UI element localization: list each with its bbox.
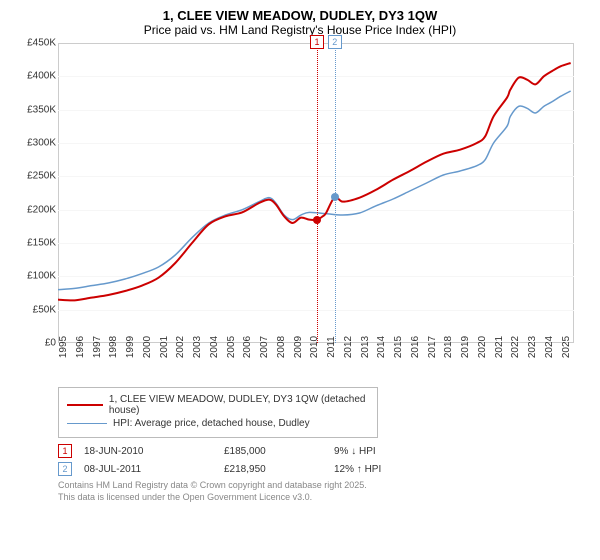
footnote-price: £185,000 [224,446,334,457]
legend-swatch [67,423,107,424]
sale-dot [331,193,339,201]
legend-label: 1, CLEE VIEW MEADOW, DUDLEY, DY3 1QW (de… [109,394,369,416]
chart-area: £0 £50K £100K £150K £200K £250K £300K £350K £400… [16,43,576,383]
attribution-line-1: Contains HM Land Registry data © Crown c… [58,480,590,492]
attribution: Contains HM Land Registry data © Crown c… [58,480,590,503]
blue-series-line [58,91,571,290]
footnote-price: £218,950 [224,464,334,475]
title-line-2: Price paid vs. HM Land Registry's House … [10,23,590,37]
footnote-pct: 9% ↓ HPI [334,446,376,457]
line-plot [58,43,574,343]
attribution-line-2: This data is licensed under the Open Gov… [58,492,590,504]
footnote-row: 2 08-JUL-2011£218,95012% ↑ HPI [58,462,590,476]
legend-item: 1, CLEE VIEW MEADOW, DUDLEY, DY3 1QW (de… [67,394,369,416]
footnote-pct: 12% ↑ HPI [334,464,381,475]
footnote-date: 08-JUL-2011 [84,464,224,475]
footnote-marker: 1 [58,444,72,458]
sale-dot [313,216,321,224]
legend-swatch [67,404,103,406]
sale-marker-line [317,43,318,343]
sale-marker-label: 1 [310,35,324,49]
y-axis-tick-label: £400K [16,71,56,82]
y-axis-tick-label: £450K [16,38,56,49]
sale-marker-label: 2 [328,35,342,49]
y-axis-tick-label: £350K [16,104,56,115]
red-series-line [58,63,571,300]
legend-item: HPI: Average price, detached house, Dudl… [67,418,369,429]
y-axis-tick-label: £300K [16,138,56,149]
legend-label: HPI: Average price, detached house, Dudl… [113,418,310,429]
footnote-row: 1 18-JUN-2010£185,0009% ↓ HPI [58,444,590,458]
y-axis-tick-label: £50K [16,304,56,315]
y-axis-tick-label: £150K [16,238,56,249]
y-axis-tick-label: £0 [16,338,56,349]
title-line-1: 1, CLEE VIEW MEADOW, DUDLEY, DY3 1QW [10,8,590,23]
footnote-date: 18-JUN-2010 [84,446,224,457]
y-axis-tick-label: £200K [16,204,56,215]
footnote-marker: 2 [58,462,72,476]
chart-title: 1, CLEE VIEW MEADOW, DUDLEY, DY3 1QW Pri… [10,8,590,37]
legend: 1, CLEE VIEW MEADOW, DUDLEY, DY3 1QW (de… [58,387,378,438]
y-axis-tick-label: £100K [16,271,56,282]
y-axis-tick-label: £250K [16,171,56,182]
sale-footnotes: 1 18-JUN-2010£185,0009% ↓ HPI 2 08-JUL-2011… [58,444,590,476]
